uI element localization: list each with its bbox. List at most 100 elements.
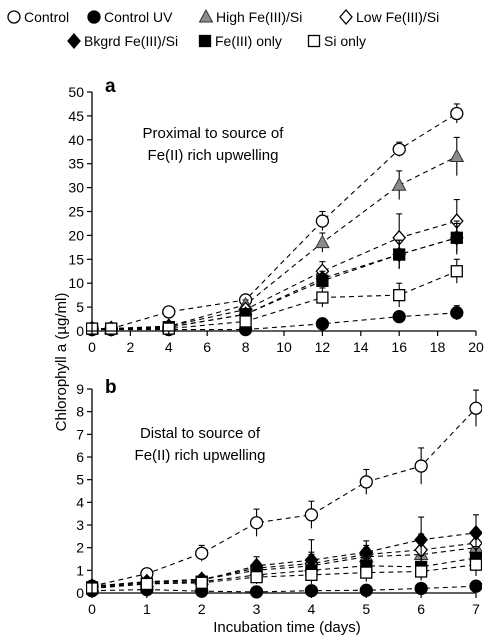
data-point-si-only	[305, 568, 318, 582]
panel-a-x-tick-label: 18	[430, 339, 446, 355]
panel-b-x-tick-label: 2	[198, 601, 206, 617]
panel-b-label: b	[105, 377, 117, 398]
panel-b-x-tick-label: 7	[472, 601, 480, 617]
data-point-control	[304, 508, 319, 522]
panel-a-series-layer	[86, 103, 465, 337]
data-point-si-only	[239, 315, 252, 328]
panel-a-y-tick-label: 40	[68, 132, 84, 148]
panel-a-y-tick-label: 20	[68, 227, 84, 243]
panel-b-y-tick-label: 1	[76, 562, 84, 578]
panel-a-x-tick-label: 20	[468, 339, 484, 355]
panel-a-x-tick-label: 12	[315, 339, 331, 355]
panel-a-y-tick-label: 50	[68, 84, 84, 100]
legend-marker-fe-iii-only	[198, 34, 212, 48]
panel-b-y-tick-label: 0	[76, 585, 84, 601]
panel-b-x-tick-label: 0	[88, 601, 96, 617]
legend-label-low-fe-iii-si: Low Fe(III)/Si	[356, 9, 439, 25]
panel-b-y-tick-label: 7	[76, 426, 84, 442]
legend-entry-bkgrd-fe-iii-si: Bkgrd Fe(III)/Si	[67, 33, 178, 49]
panel-a-y-tick-label: 25	[68, 204, 84, 220]
panel-b-annotation-line-2: Fe(II) rich upwelling	[135, 447, 266, 464]
legend: Control Control UV High Fe(III)/Si Low Fe(I…	[7, 8, 439, 49]
data-point-control-uv	[469, 579, 482, 593]
data-point-si-only	[195, 576, 208, 589]
panel-a-axes: 0 5 10 15 20 25 30 35 40 45 50 0 2 4 6 8 10 12 14 16 18 20	[68, 84, 484, 355]
legend-label-control-uv: Control UV	[104, 9, 173, 25]
y-axis-label: Chlorophyll a (µg/ml)	[53, 293, 70, 432]
panel-a-series-low-fe-iii-si	[86, 199, 464, 337]
panel-b-y-tick-label: 3	[76, 517, 84, 533]
panel-b-annotation-line-1: Distal to source of	[140, 425, 261, 442]
panel-b-series-line-si-only	[91, 564, 477, 590]
panel-a-x-tick-label: 10	[276, 339, 292, 355]
data-point-si-only	[250, 570, 263, 584]
legend-marker-si-only	[307, 34, 321, 48]
data-point-control	[315, 214, 330, 228]
legend-entry-control: Control	[7, 9, 69, 25]
panel-a-y-tick-label: 45	[68, 108, 84, 124]
panel-a-y-tick-label: 35	[68, 156, 84, 172]
panel-a-annotation-line-1: Proximal to source of	[143, 125, 285, 142]
data-point-si-only	[140, 577, 154, 591]
panel-b-series-line-bkgrd-fe-iii-si	[91, 532, 477, 587]
data-point-fe-iii-only	[316, 274, 329, 287]
data-point-control-uv	[315, 317, 330, 331]
panel-a-x-tick-label: 16	[391, 339, 407, 355]
data-point-high-fe-iii-si	[391, 177, 407, 191]
x-axis-label: Incubation time (days)	[213, 619, 361, 636]
legend-entry-fe-iii-only: Fe(III) only	[198, 33, 282, 49]
panel-a-y-tick-label: 15	[68, 251, 84, 267]
panel-b-y-tick-label: 9	[76, 381, 84, 397]
panel-a-x-tick-label: 6	[203, 339, 211, 355]
panel-a-x-tick-label: 8	[242, 339, 250, 355]
data-point-control	[359, 475, 373, 489]
data-point-high-fe-iii-si	[315, 234, 330, 249]
data-point-si-only	[414, 565, 428, 578]
panel-b-axes: 0 1 2 3 4 5 6 7 8 9 0 1 2 3 4 5 6 7	[76, 381, 480, 617]
data-point-control	[195, 546, 209, 560]
panel-b-x-tick-label: 6	[417, 601, 425, 617]
legend-marker-bkgrd-fe-iii-si	[67, 33, 81, 49]
data-point-control	[162, 305, 176, 319]
panel-a-series-bkgrd-fe-iii-si	[86, 220, 464, 337]
panel-b-series-line-control	[91, 407, 477, 587]
panel-b: 0 1 2 3 4 5 6 7 8 9 0 1 2 3 4 5 6 7 b Distal to source of…	[76, 377, 482, 636]
panel-a-series-high-fe-iii-si	[86, 136, 465, 335]
panel-b-y-tick-label: 2	[76, 540, 84, 556]
panel-a-y-tick-label: 10	[68, 275, 84, 291]
data-point-fe-iii-only	[393, 248, 406, 261]
data-point-fe-iii-only	[450, 231, 463, 244]
panel-a-x-tick-label: 2	[127, 339, 135, 355]
legend-marker-control-uv	[87, 10, 101, 24]
legend-marker-low-fe-iii-si	[339, 9, 353, 25]
panel-a-x-tick-label: 14	[353, 339, 369, 355]
panel-b-x-tick-label: 4	[308, 601, 316, 617]
panel-a-y-tick-label: 5	[76, 299, 84, 315]
panel-b-x-tick-label: 3	[253, 601, 261, 617]
legend-label-fe-iii-only: Fe(III) only	[215, 33, 282, 49]
panel-b-y-tick-label: 6	[76, 449, 84, 465]
panel-b-series-layer	[86, 389, 482, 599]
panel-b-series-line-low-fe-iii-si	[91, 542, 477, 587]
panel-a-y-tick-label: 30	[68, 180, 84, 196]
panel-b-series-line-control-uv	[91, 585, 477, 593]
data-point-control-uv	[450, 306, 464, 320]
panel-b-y-tick-label: 5	[76, 472, 84, 488]
panel-b-x-tick-label: 1	[143, 601, 151, 617]
panel-b-y-tick-label: 4	[76, 494, 84, 510]
panel-a-y-tick-label: 0	[76, 323, 84, 339]
legend-entry-low-fe-iii-si: Low Fe(III)/Si	[339, 9, 439, 25]
legend-label-control: Control	[24, 9, 69, 25]
legend-label-bkgrd-fe-iii-si: Bkgrd Fe(III)/Si	[84, 33, 178, 49]
panel-b-x-tick-label: 5	[362, 601, 370, 617]
panel-a-x-tick-label: 4	[165, 339, 173, 355]
data-point-si-only	[393, 288, 406, 302]
legend-marker-high-fe-iii-si	[198, 8, 214, 23]
data-point-control	[450, 106, 464, 121]
panel-a-annotation-line-2: Fe(II) rich upwelling	[148, 147, 279, 164]
data-point-control	[392, 142, 406, 157]
data-point-control	[469, 401, 482, 415]
legend-entry-si-only: Si only	[307, 33, 366, 49]
